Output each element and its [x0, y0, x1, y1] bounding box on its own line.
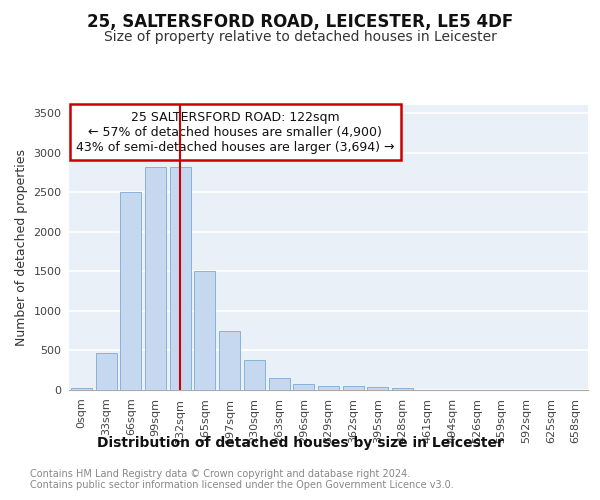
Bar [219, 332, 240, 390]
Bar [194, 271, 215, 390]
Text: Contains public sector information licensed under the Open Government Licence v3: Contains public sector information licen… [30, 480, 454, 490]
Text: Distribution of detached houses by size in Leicester: Distribution of detached houses by size … [97, 436, 503, 450]
Bar [95, 353, 116, 390]
Text: Contains HM Land Registry data © Crown copyright and database right 2024.: Contains HM Land Registry data © Crown c… [30, 469, 410, 479]
Bar [170, 167, 191, 390]
Bar [392, 388, 413, 390]
Bar [244, 360, 265, 390]
Bar [318, 386, 339, 390]
Bar [367, 387, 388, 390]
Bar [145, 167, 166, 390]
Bar [293, 384, 314, 390]
Bar [71, 388, 92, 390]
Bar [269, 378, 290, 390]
Text: 25 SALTERSFORD ROAD: 122sqm
← 57% of detached houses are smaller (4,900)
43% of : 25 SALTERSFORD ROAD: 122sqm ← 57% of det… [76, 110, 394, 154]
Bar [343, 386, 364, 390]
Y-axis label: Number of detached properties: Number of detached properties [14, 149, 28, 346]
Text: Size of property relative to detached houses in Leicester: Size of property relative to detached ho… [104, 30, 496, 44]
Bar [120, 192, 141, 390]
Text: 25, SALTERSFORD ROAD, LEICESTER, LE5 4DF: 25, SALTERSFORD ROAD, LEICESTER, LE5 4DF [87, 14, 513, 32]
